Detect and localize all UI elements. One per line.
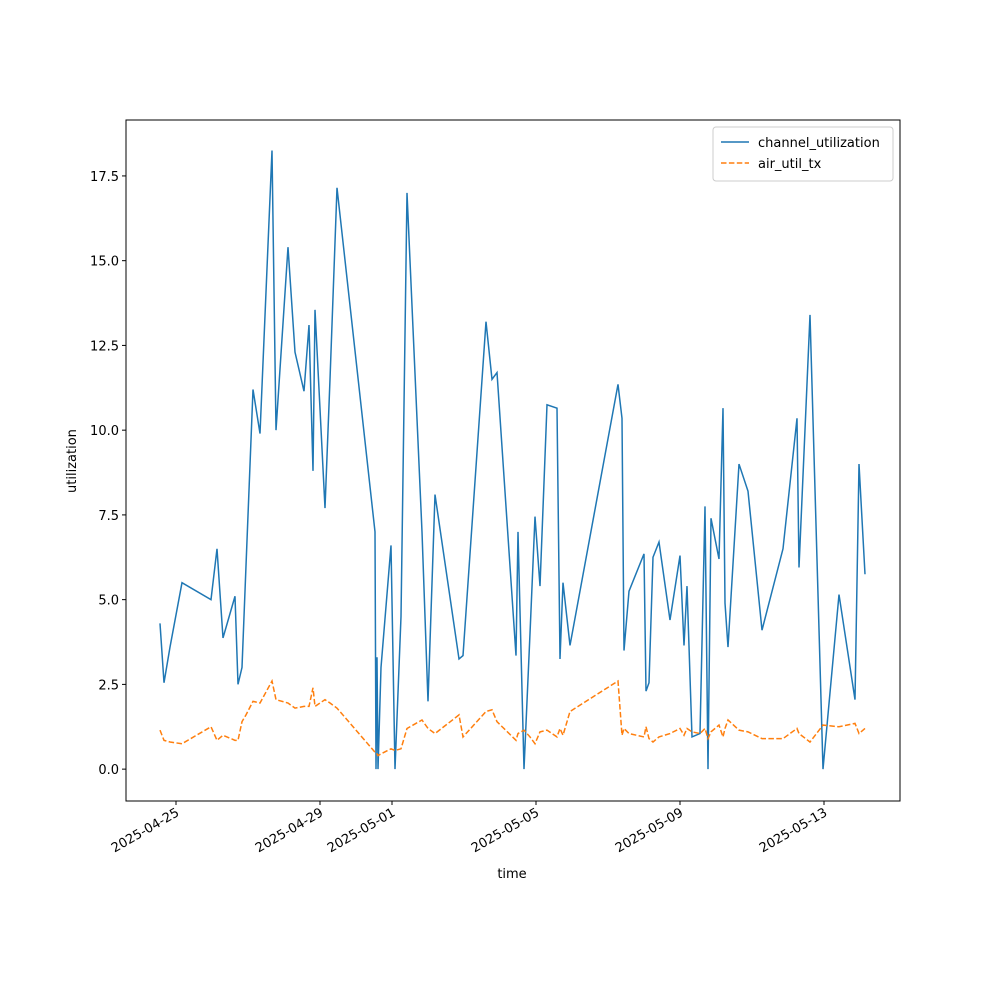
x-tick-label: 2025-04-29 <box>253 805 326 856</box>
legend-label: air_util_tx <box>758 157 822 172</box>
legend-box <box>712 126 894 182</box>
x-tick-label: 2025-05-09 <box>613 805 686 856</box>
plot-frame <box>125 119 901 802</box>
y-axis-label: utilization <box>65 429 80 493</box>
legend-label: channel_utilization <box>758 136 880 151</box>
y-tick-label: 5.0 <box>98 594 119 609</box>
y-tick-label: 7.5 <box>98 509 119 524</box>
x-tick-label: 2025-05-05 <box>469 805 542 856</box>
data-line <box>159 150 866 770</box>
data-line <box>159 678 866 757</box>
y-tick-label: 15.0 <box>90 255 119 270</box>
x-axis-label: time <box>497 867 526 882</box>
y-tick-label: 0.0 <box>98 763 119 778</box>
y-tick-label: 12.5 <box>90 339 119 354</box>
x-tick-label: 2025-05-13 <box>757 805 830 856</box>
y-tick-label: 17.5 <box>90 170 119 185</box>
y-tick-label: 10.0 <box>90 424 119 439</box>
x-tick-label: 2025-04-25 <box>109 805 182 856</box>
y-tick-label: 2.5 <box>98 678 119 693</box>
x-tick-label: 2025-05-01 <box>325 805 398 856</box>
